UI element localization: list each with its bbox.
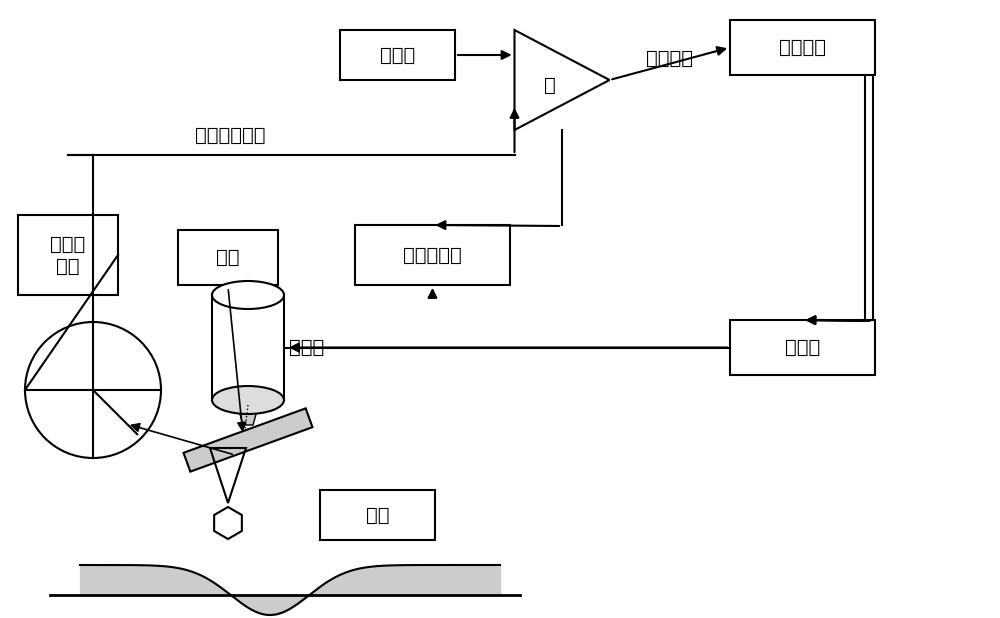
Circle shape — [25, 322, 161, 458]
Text: －: － — [544, 75, 556, 95]
Ellipse shape — [212, 386, 284, 414]
Bar — [340, 30, 455, 80]
Text: 探针偏转电压: 探针偏转电压 — [195, 126, 265, 145]
Text: 扫描器: 扫描器 — [289, 338, 324, 357]
Text: 控制器: 控制器 — [785, 338, 820, 357]
Bar — [18, 215, 118, 295]
Bar — [178, 230, 278, 285]
Text: 偏差信号: 偏差信号 — [646, 49, 693, 68]
Text: 样本: 样本 — [366, 506, 389, 525]
Text: 激光: 激光 — [216, 248, 240, 267]
Bar — [320, 490, 435, 540]
Ellipse shape — [212, 281, 284, 309]
Bar — [730, 20, 875, 75]
Text: 反馈系统: 反馈系统 — [779, 38, 826, 57]
Text: 激光检
测器: 激光检 测器 — [50, 234, 86, 276]
Bar — [355, 225, 510, 285]
Text: 控制点: 控制点 — [380, 46, 415, 64]
Bar — [730, 320, 875, 375]
Polygon shape — [236, 400, 260, 425]
Bar — [183, 408, 313, 472]
Text: 数据采集卡: 数据采集卡 — [403, 245, 462, 265]
Bar — [212, 295, 284, 400]
